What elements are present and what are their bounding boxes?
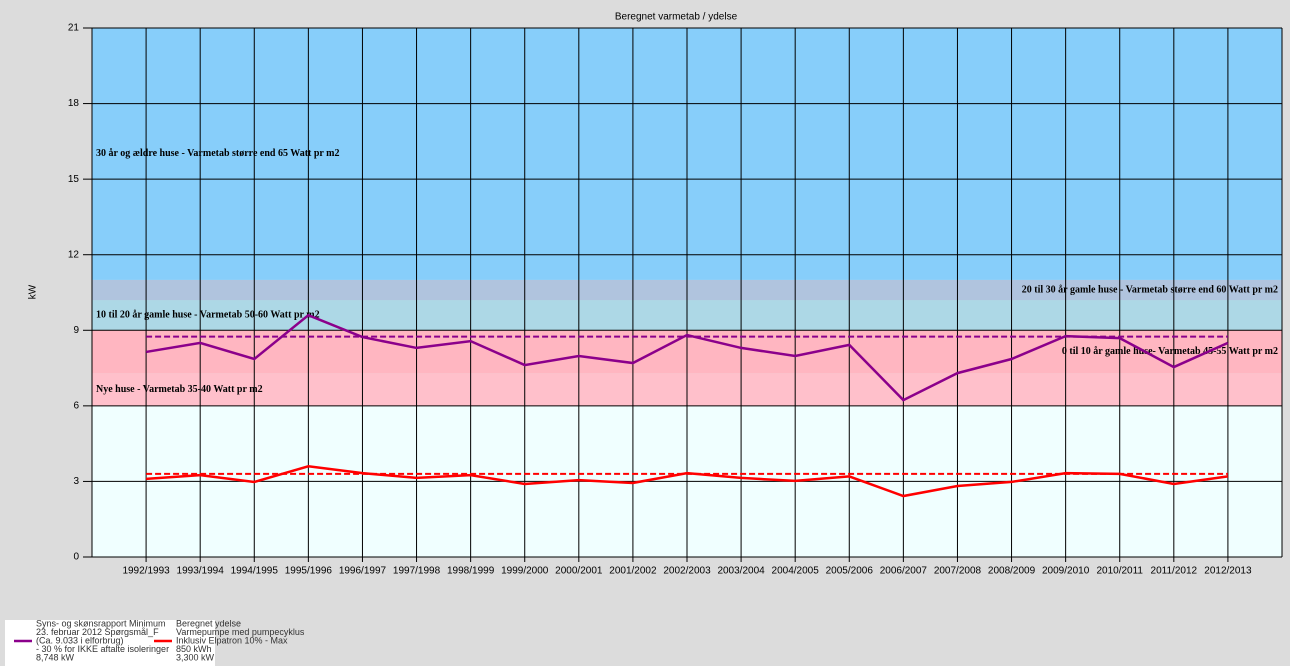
band-label: Nye huse - Varmetab 35-40 Watt pr m2 <box>96 384 263 395</box>
band-label: 0 til 10 år gamle huse- Varmetab 45-55 W… <box>1062 346 1278 357</box>
x-tick-label: 1999/2000 <box>501 566 549 577</box>
x-tick-label: 1994/1995 <box>231 566 279 577</box>
x-tick-label: 2005/2006 <box>826 566 874 577</box>
x-tick-label: 2012/2013 <box>1204 566 1252 577</box>
y-tick-label: 3 <box>73 476 79 487</box>
x-tick-label: 2007/2008 <box>934 566 982 577</box>
y-tick-label: 12 <box>68 249 80 260</box>
x-tick-label: 2011/2012 <box>1151 566 1198 577</box>
x-tick-label: 1993/1994 <box>177 566 225 577</box>
legend-text: 3,300 kW <box>176 652 215 662</box>
x-tick-label: 1997/1998 <box>393 566 441 577</box>
legend-text: Inklusiv Elpatron 10% - Max <box>176 635 288 645</box>
y-tick-label: 6 <box>73 400 79 411</box>
legend-text: Varmepumpe med pumpecyklus <box>176 627 305 637</box>
legend-text: 8,748 kW <box>36 652 75 662</box>
chart-title: Beregnet varmetab / ydelse <box>615 12 738 23</box>
y-axis-label: kW <box>28 284 39 299</box>
y-tick-label: 21 <box>68 23 80 34</box>
x-tick-label: 2002/2003 <box>663 566 711 577</box>
series-line <box>146 465 1229 498</box>
x-tick-label: 2006/2007 <box>880 566 928 577</box>
x-tick-label: 2009/2010 <box>1042 566 1090 577</box>
series-line <box>145 313 1229 402</box>
legend-text: (Ca. 9.033 i elforbrug) <box>36 635 124 645</box>
x-tick-label: 2004/2005 <box>772 566 820 577</box>
x-tick-label: 2000/2001 <box>555 566 603 577</box>
x-tick-label: 2001/2002 <box>609 566 657 577</box>
x-tick-label: 1992/1993 <box>122 566 170 577</box>
x-tick-label: 2003/2004 <box>717 566 765 577</box>
x-tick-label: 2010/2011 <box>1096 566 1143 577</box>
legend-text: 23. februar 2012 Spørgsmål_F <box>36 627 159 637</box>
legend-text: Beregnet ydelse <box>176 618 241 628</box>
y-tick-label: 18 <box>68 98 80 109</box>
x-tick-label: 1998/1999 <box>447 566 495 577</box>
y-tick-label: 15 <box>68 174 80 185</box>
legend-text: Syns- og skønsrapport Minimum <box>36 618 166 628</box>
x-tick-label: 2008/2009 <box>988 566 1036 577</box>
legend-text: - 30 % for IKKE aftalte isoleringer <box>36 644 169 654</box>
x-tick-label: 1995/1996 <box>285 566 333 577</box>
band-label: 30 år og ældre huse - Varmetab større en… <box>96 148 340 159</box>
band-label: 10 til 20 år gamle huse - Varmetab 50-60… <box>96 309 320 320</box>
x-tick-label: 1996/1997 <box>339 566 387 577</box>
band-label: 20 til 30 år gamle huse - Varmetab størr… <box>1022 284 1278 295</box>
legend-text: 850 kWh <box>176 644 212 654</box>
y-tick-label: 9 <box>73 325 79 336</box>
legend-box <box>5 620 215 666</box>
y-tick-label: 0 <box>73 552 79 563</box>
